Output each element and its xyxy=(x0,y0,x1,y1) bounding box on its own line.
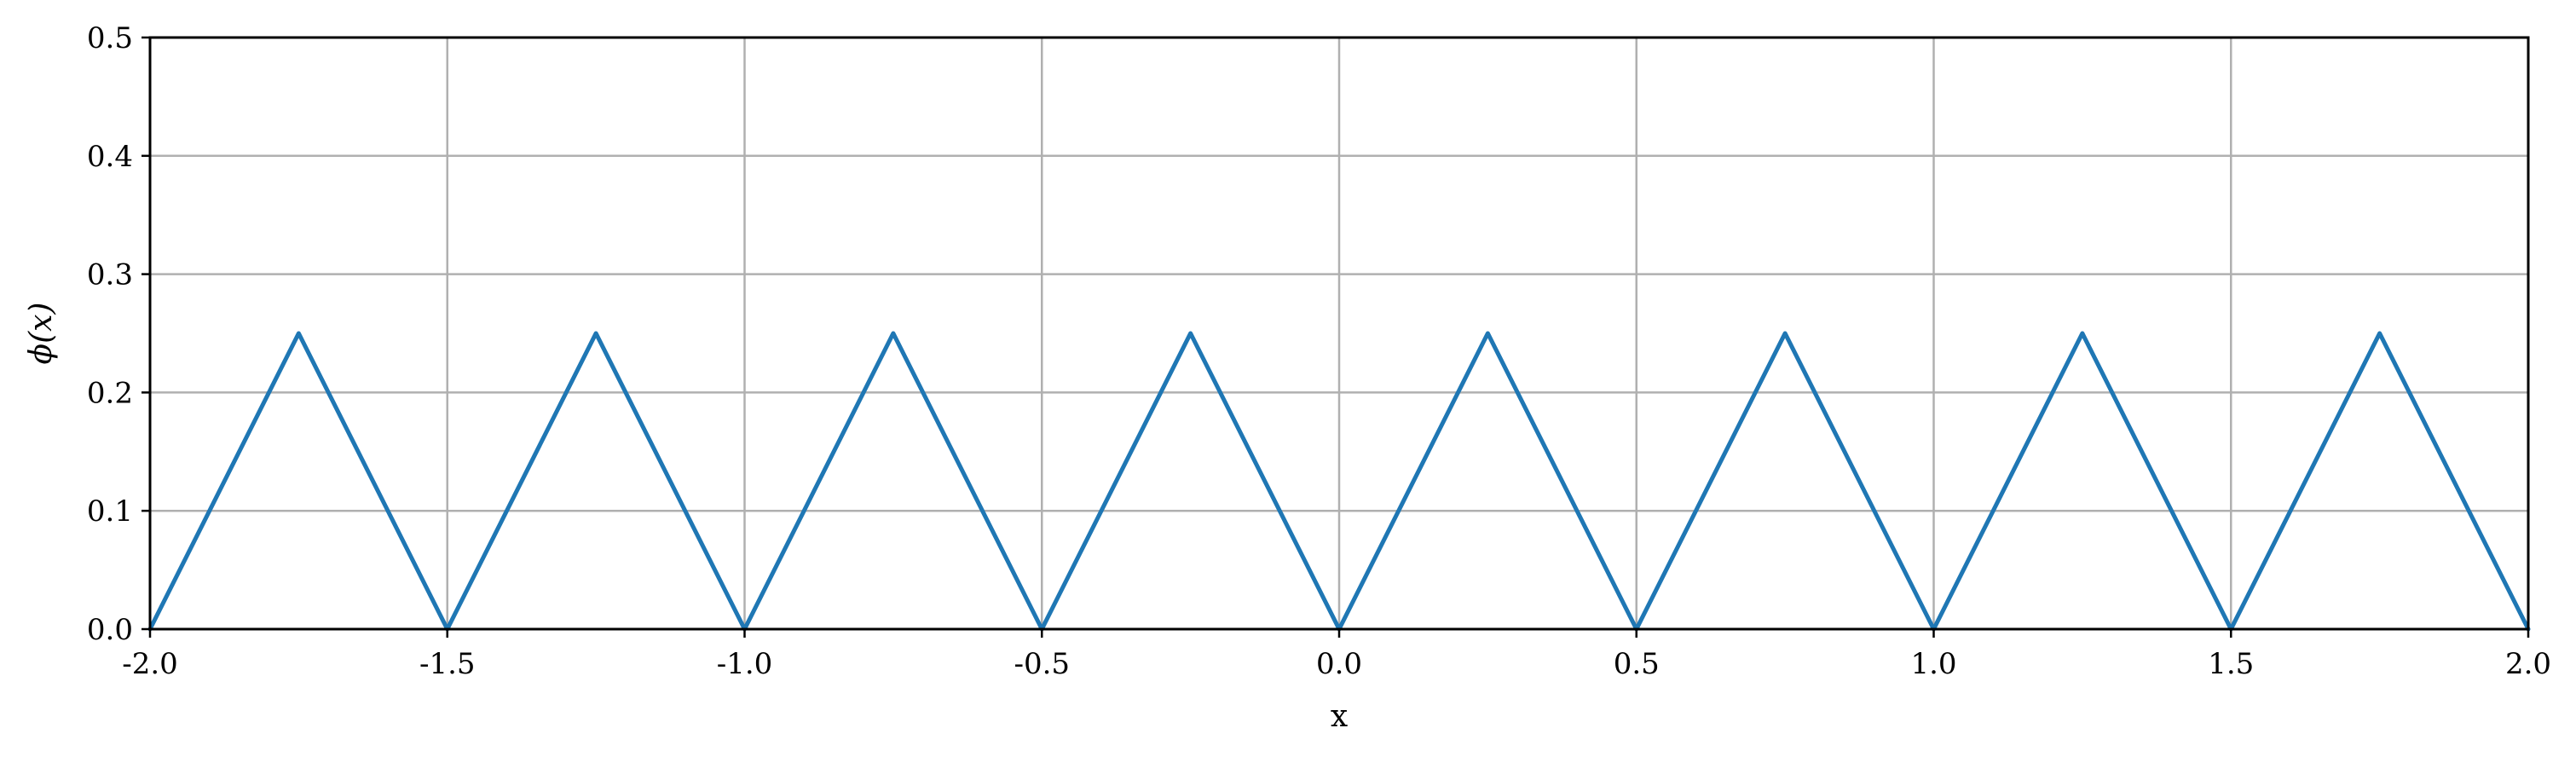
y-tick-label: 0.3 xyxy=(87,258,133,292)
x-tick-label: 1.5 xyxy=(2208,647,2254,681)
y-tick-label: 0.4 xyxy=(87,140,133,174)
x-tick-label: -1.0 xyxy=(717,647,773,681)
x-tick-label: -2.0 xyxy=(122,647,178,681)
y-tick-label: 0.0 xyxy=(87,613,133,647)
y-tick-label: 0.5 xyxy=(87,21,133,55)
grid xyxy=(148,36,2530,631)
x-tick-label: 1.0 xyxy=(1910,647,1956,681)
y-tick-label: 0.2 xyxy=(87,376,133,410)
x-axis-label: x xyxy=(1331,699,1348,734)
x-tick-label: -1.5 xyxy=(419,647,476,681)
x-tick-label: -0.5 xyxy=(1014,647,1070,681)
x-tick-label: 2.0 xyxy=(2505,647,2551,681)
x-tick-label: 0.0 xyxy=(1316,647,1362,681)
x-tick-label: 0.5 xyxy=(1614,647,1660,681)
y-tick-label: 0.1 xyxy=(87,494,133,529)
ticks: -2.0 -1.5 -1.0 -0.5 0.0 0.5 1.0 1.5 2.0 0.0 0.1 0.2… xyxy=(87,21,2551,681)
y-axis-label: ϕ(x) xyxy=(24,303,59,365)
